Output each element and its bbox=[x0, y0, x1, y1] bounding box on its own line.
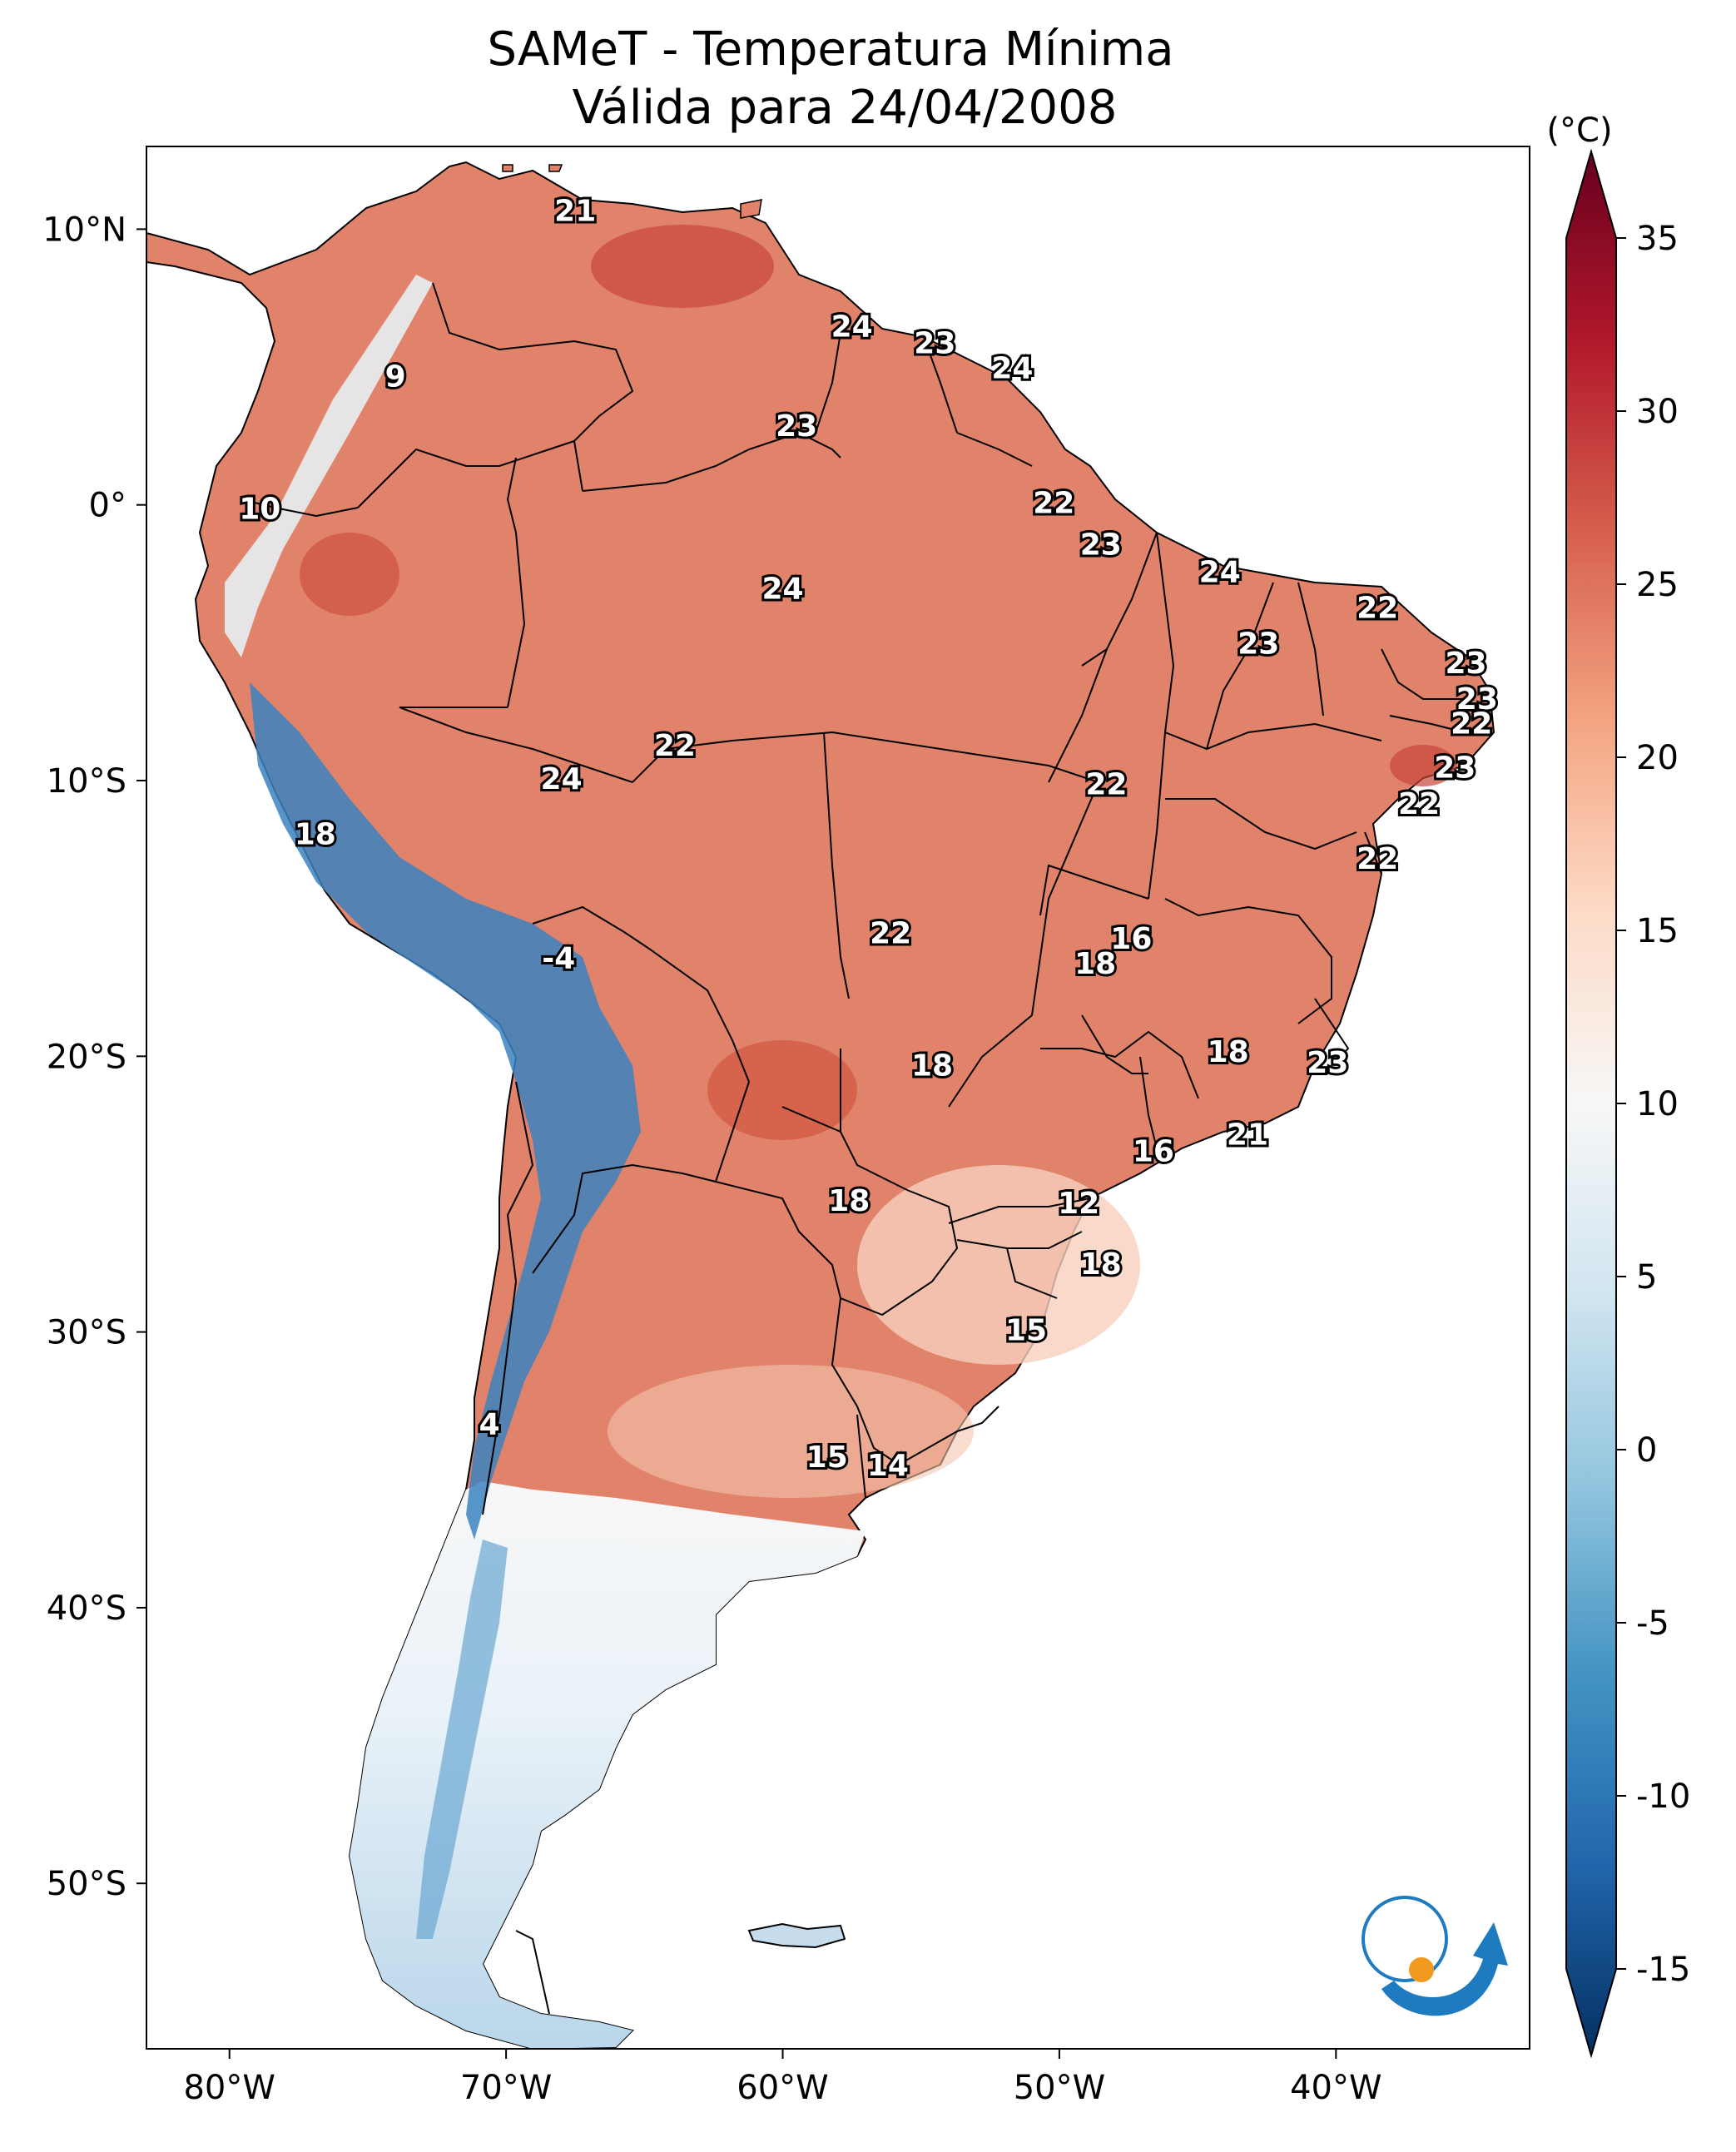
station-value-label: 24 bbox=[541, 762, 583, 796]
station-value-label: 24 bbox=[991, 351, 1033, 385]
map-title-line2: Válida para 24/04/2008 bbox=[573, 81, 1118, 135]
country-borders bbox=[241, 282, 1466, 2015]
station-value-label: 14 bbox=[867, 1449, 909, 1483]
station-value-label: 18 bbox=[828, 1184, 870, 1218]
hot-spot-northeast bbox=[1390, 745, 1456, 786]
inpe-logo-circle bbox=[1362, 1896, 1448, 1982]
station-value-label: -4 bbox=[542, 941, 575, 975]
falkland-islands bbox=[747, 1922, 846, 1949]
station-value-label: 23 bbox=[1434, 751, 1476, 786]
station-value-label: 22 bbox=[1451, 707, 1492, 741]
colorbar-tick-label: 25 bbox=[1636, 566, 1679, 604]
station-value-label: 23 bbox=[1445, 647, 1486, 681]
lon-tick-label: 80°W bbox=[183, 2069, 275, 2107]
station-value-label: 24 bbox=[761, 572, 803, 606]
andes-cold-band bbox=[250, 682, 641, 1540]
lat-tick-label: 20°S bbox=[47, 1038, 126, 1076]
colorbar: (°C) 35 30 25 20 15 10 5 0 -5 -10 -15 bbox=[1546, 112, 1690, 2059]
lon-tick-label: 60°W bbox=[737, 2069, 828, 2107]
colorbar-tick-label: 15 bbox=[1636, 912, 1679, 950]
lon-tick-label: 40°W bbox=[1290, 2069, 1381, 2107]
lat-tick-label: 0° bbox=[89, 487, 126, 525]
lat-tick-label: 50°S bbox=[47, 1865, 126, 1903]
lat-tick-label: 40°S bbox=[47, 1589, 126, 1628]
station-value-label: 24 bbox=[1199, 556, 1241, 590]
station-value-label: 23 bbox=[914, 327, 955, 361]
station-value-label: 10 bbox=[239, 492, 280, 526]
lat-tick-label: 30°S bbox=[47, 1314, 126, 1352]
lat-tick-label: 10°N bbox=[42, 211, 126, 249]
colorbar-tick-label: 5 bbox=[1636, 1258, 1657, 1297]
map-frame bbox=[146, 146, 1530, 2050]
colorbar-tick-label: 35 bbox=[1636, 220, 1679, 258]
colorbar-tick-label: 0 bbox=[1636, 1431, 1657, 1470]
station-value-label: 22 bbox=[1357, 842, 1398, 876]
station-value-label: 23 bbox=[1456, 682, 1498, 717]
colorbar-body bbox=[1565, 148, 1617, 2059]
lon-tick-label: 70°W bbox=[460, 2069, 552, 2107]
colorbar-tick-label: 10 bbox=[1636, 1085, 1679, 1123]
andes-north-cool-strip bbox=[225, 275, 433, 657]
station-value-label: 16 bbox=[1110, 922, 1152, 956]
station-value-label: 21 bbox=[1227, 1118, 1268, 1152]
hot-spot-chaco bbox=[707, 1040, 857, 1140]
station-value-label: 22 bbox=[1398, 787, 1440, 821]
station-value-label: 12 bbox=[1058, 1187, 1099, 1221]
station-value-label: 22 bbox=[1357, 592, 1398, 626]
station-value-label: 18 bbox=[1074, 947, 1116, 981]
station-value-label: 15 bbox=[1005, 1314, 1047, 1348]
colorbar-ticks: 35 30 25 20 15 10 5 0 -5 -10 -15 bbox=[1616, 220, 1690, 1989]
mild-region-pampas bbox=[608, 1365, 974, 1498]
lon-tick-label: 50°W bbox=[1014, 2069, 1105, 2107]
station-value-label: 22 bbox=[654, 729, 696, 763]
hot-spot-amazon-west bbox=[300, 533, 399, 616]
station-value-label: 18 bbox=[295, 817, 336, 851]
colorbar-tick-label: -15 bbox=[1636, 1951, 1690, 1989]
station-value-label: 15 bbox=[806, 1440, 848, 1475]
southern-andes-strip bbox=[416, 1540, 508, 1939]
colorbar-tick-label: 30 bbox=[1636, 393, 1679, 431]
station-value-label: 22 bbox=[870, 917, 911, 951]
mild-region-south-brazil bbox=[857, 1165, 1140, 1365]
station-value-label: 22 bbox=[1033, 487, 1074, 521]
station-value-label: 16 bbox=[1133, 1134, 1174, 1168]
station-value-label: 21 bbox=[554, 195, 596, 229]
station-value-label: 4 bbox=[479, 1407, 500, 1441]
station-value-label: 23 bbox=[776, 409, 817, 444]
station-value-label: 18 bbox=[911, 1049, 953, 1083]
colorbar-unit-label: (°C) bbox=[1546, 112, 1612, 150]
station-value-label: 23 bbox=[1238, 627, 1279, 662]
caribbean-islands bbox=[502, 164, 762, 219]
map-plot-area bbox=[146, 146, 1530, 2049]
station-value-label: 18 bbox=[1080, 1247, 1122, 1282]
station-value-label: 18 bbox=[1208, 1035, 1249, 1069]
map-title-line1: SAMeT - Temperatura Mínima bbox=[487, 22, 1173, 77]
station-value-label: 9 bbox=[385, 359, 406, 394]
inpe-logo bbox=[1362, 1896, 1508, 2016]
station-value-label: 22 bbox=[1085, 768, 1127, 802]
colorbar-tick-label: -5 bbox=[1636, 1604, 1669, 1643]
hot-spot-venezuela bbox=[591, 225, 774, 308]
station-value-label: 23 bbox=[1307, 1046, 1348, 1080]
inpe-logo-arrow bbox=[1381, 1922, 1508, 2016]
station-value-label: 24 bbox=[831, 310, 873, 345]
lat-tick-label: 10°S bbox=[47, 762, 126, 801]
colorbar-tick-label: -10 bbox=[1636, 1778, 1690, 1816]
station-value-label: 23 bbox=[1080, 528, 1122, 562]
inpe-logo-dot bbox=[1409, 1957, 1434, 1982]
axis-ticks: 80°W 70°W 60°W 50°W 40°W 10°N 0° 10°S 20°S 30°S 40… bbox=[42, 211, 1381, 2107]
colorbar-tick-label: 20 bbox=[1636, 739, 1679, 777]
